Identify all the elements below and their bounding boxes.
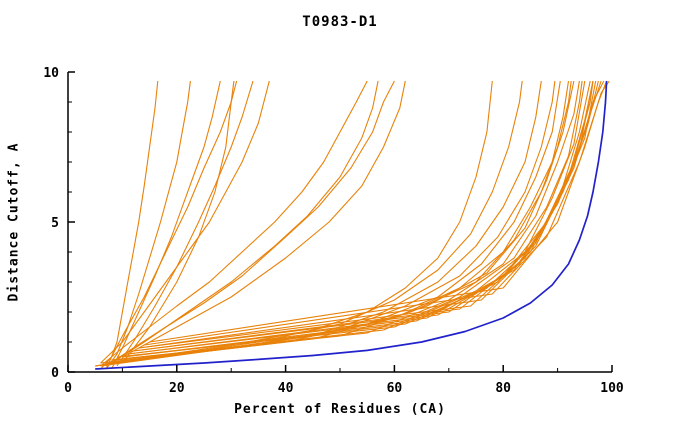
x-tick-label: 100	[600, 381, 624, 396]
chart-title: T0983-D1	[302, 14, 378, 30]
model-curve	[122, 80, 591, 358]
model-curve	[122, 80, 406, 358]
model-curve	[95, 80, 523, 367]
model-curve	[133, 80, 599, 352]
model-curve	[133, 80, 597, 352]
model-curve	[138, 80, 605, 349]
model-curve	[111, 80, 580, 361]
model-curve	[116, 80, 583, 361]
x-axis-label: Percent of Residues (CA)	[234, 402, 446, 417]
y-tick-label: 10	[43, 66, 59, 81]
y-axis-label: Distance Cutoff, A	[6, 142, 22, 302]
x-tick-label: 80	[495, 381, 511, 396]
model-curve	[105, 80, 191, 370]
x-tick-label: 0	[64, 381, 72, 396]
model-curve	[111, 80, 379, 364]
x-tick-label: 20	[169, 381, 185, 396]
model-curve	[95, 80, 493, 367]
x-tick-label: 40	[278, 381, 294, 396]
model-curve	[138, 80, 602, 349]
model-curve	[116, 80, 254, 367]
model-curve	[100, 80, 368, 367]
model-curve	[100, 80, 270, 364]
highlighted-model-curve	[95, 80, 608, 370]
x-tick-label: 60	[387, 381, 403, 396]
model-curve	[121, 80, 235, 364]
model-curve	[105, 80, 159, 370]
y-tick-label: 5	[51, 216, 59, 231]
y-tick-label: 0	[51, 366, 59, 381]
model-curve	[149, 80, 610, 343]
